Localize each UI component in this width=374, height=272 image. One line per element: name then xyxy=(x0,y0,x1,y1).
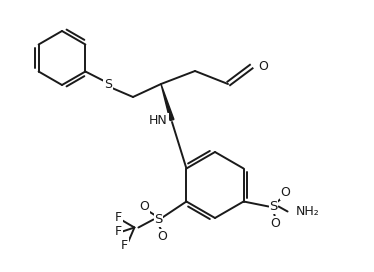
Text: NH₂: NH₂ xyxy=(295,205,319,218)
Text: O: O xyxy=(271,217,280,230)
Text: S: S xyxy=(269,200,278,213)
Text: O: O xyxy=(258,60,268,73)
Text: F: F xyxy=(121,239,128,252)
Text: HN: HN xyxy=(149,113,168,126)
Text: O: O xyxy=(280,186,291,199)
Text: O: O xyxy=(157,230,167,243)
Polygon shape xyxy=(161,84,174,120)
Text: F: F xyxy=(115,211,122,224)
Text: S: S xyxy=(154,213,163,226)
Text: S: S xyxy=(104,78,112,91)
Text: F: F xyxy=(115,225,122,238)
Text: O: O xyxy=(140,200,149,213)
